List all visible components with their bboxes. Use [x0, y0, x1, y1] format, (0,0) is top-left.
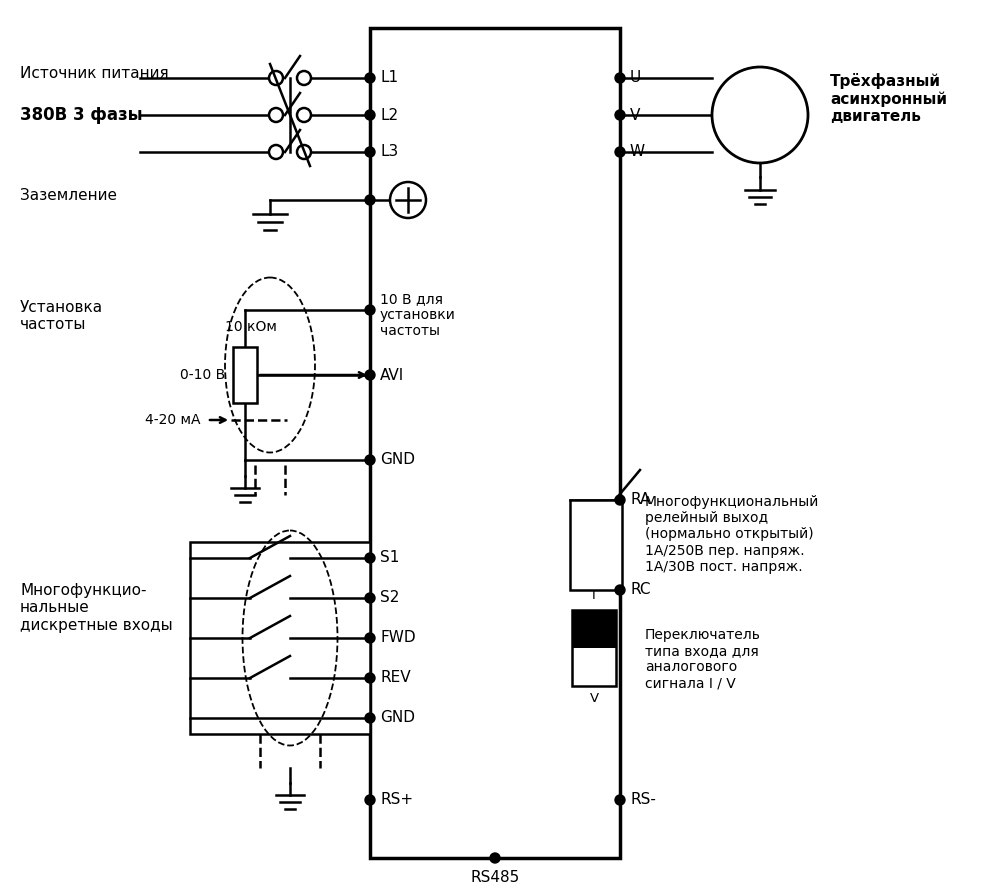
Circle shape [269, 145, 283, 159]
Circle shape [365, 147, 375, 157]
Circle shape [615, 795, 625, 805]
Text: L1: L1 [380, 70, 398, 86]
Circle shape [269, 108, 283, 122]
Circle shape [297, 145, 311, 159]
Text: RS-: RS- [630, 792, 656, 807]
Circle shape [365, 633, 375, 643]
Text: Многофункцио-
нальные
дискретные входы: Многофункцио- нальные дискретные входы [20, 583, 173, 633]
Circle shape [365, 110, 375, 120]
Text: Источник питания: Источник питания [20, 67, 169, 81]
Circle shape [365, 713, 375, 723]
Circle shape [297, 108, 311, 122]
Bar [233, 347, 257, 403]
Circle shape [712, 67, 808, 163]
Circle shape [365, 795, 375, 805]
Circle shape [615, 73, 625, 83]
Text: RA: RA [630, 492, 650, 508]
Circle shape [365, 593, 375, 603]
Circle shape [365, 195, 375, 205]
Circle shape [365, 73, 375, 83]
Text: I: I [592, 589, 596, 602]
Text: REV: REV [380, 671, 411, 685]
Bar [190, 542, 370, 734]
Text: Заземление: Заземление [20, 188, 117, 203]
Bar [570, 500, 622, 590]
Text: RS+: RS+ [380, 792, 413, 807]
Circle shape [365, 673, 375, 683]
Text: 380В 3 фазы: 380В 3 фазы [20, 106, 143, 124]
Circle shape [365, 305, 375, 315]
Text: W: W [630, 145, 645, 160]
Text: L2: L2 [380, 108, 398, 122]
Text: 4-20 мА: 4-20 мА [145, 413, 200, 427]
Circle shape [365, 455, 375, 465]
Text: Многофункциональный
релейный выход
(нормально открытый)
1А/250В пер. напряж.
1А/: Многофункциональный релейный выход (норм… [645, 495, 819, 574]
Text: V: V [589, 692, 599, 705]
Text: Трёхфазный
асинхронный
двигатель: Трёхфазный асинхронный двигатель [830, 73, 947, 124]
Text: Переключатель
типа входа для
аналогового
сигнала I / V: Переключатель типа входа для аналогового… [645, 628, 761, 690]
Text: M: M [750, 105, 770, 125]
Circle shape [365, 553, 375, 563]
Circle shape [390, 182, 426, 218]
Text: L3: L3 [380, 145, 398, 160]
Text: 0-10 В: 0-10 В [180, 368, 225, 382]
Text: 10 В для
установки
частоты: 10 В для установки частоты [380, 292, 456, 338]
Circle shape [615, 585, 625, 595]
Bar [370, 28, 620, 858]
Text: V: V [630, 108, 640, 122]
Circle shape [365, 370, 375, 380]
Text: 10 кОм: 10 кОм [225, 320, 277, 334]
Circle shape [615, 495, 625, 505]
Text: U: U [630, 70, 641, 86]
Text: RS485: RS485 [470, 870, 520, 885]
Bar [572, 610, 616, 648]
Circle shape [615, 110, 625, 120]
Bar [572, 610, 616, 686]
Circle shape [297, 71, 311, 85]
Text: S2: S2 [380, 591, 399, 606]
Text: S1: S1 [380, 550, 399, 566]
Text: GND: GND [380, 711, 415, 725]
Text: RC: RC [630, 582, 650, 598]
Text: FWD: FWD [380, 631, 416, 646]
Text: AVI: AVI [380, 368, 404, 383]
Circle shape [269, 71, 283, 85]
Circle shape [490, 853, 500, 863]
Circle shape [615, 147, 625, 157]
Text: Установка
частоты: Установка частоты [20, 300, 103, 333]
Text: GND: GND [380, 452, 415, 467]
